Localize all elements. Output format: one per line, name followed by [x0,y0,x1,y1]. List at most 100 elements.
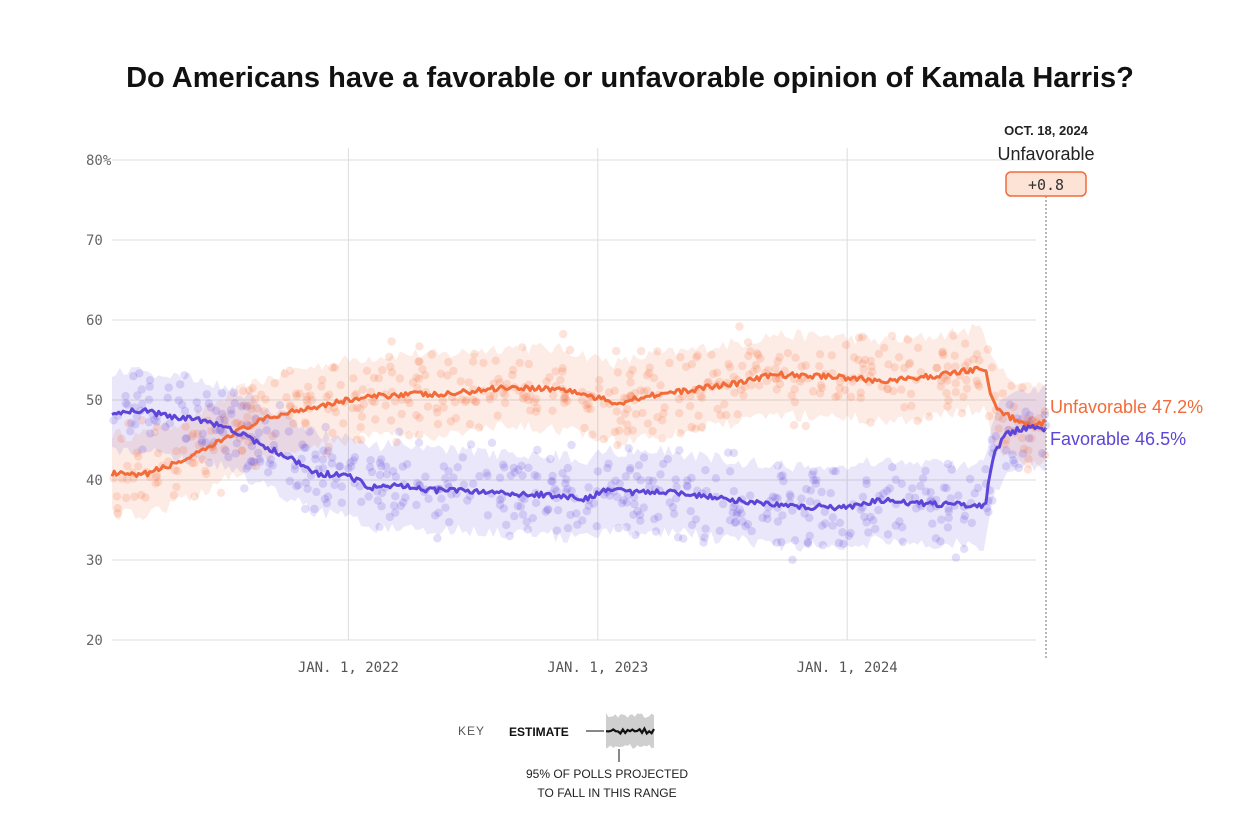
poll-dot-favorable [828,521,837,530]
poll-dot-favorable [636,475,645,485]
poll-dot-unfavorable [889,386,898,396]
poll-dot-unfavorable [801,361,810,370]
poll-dot-unfavorable [1028,416,1037,425]
poll-dot-favorable [733,508,742,517]
poll-dot-favorable [385,512,395,522]
poll-dot-unfavorable [674,395,684,404]
poll-dot-favorable [826,489,835,498]
poll-dot-favorable [433,534,442,543]
poll-dot-favorable [617,499,627,508]
poll-dot-unfavorable [716,411,725,420]
poll-dot-unfavorable [771,364,780,373]
poll-dot-unfavorable [940,373,949,383]
poll-dot-unfavorable [457,395,467,404]
poll-dot-favorable [389,501,399,510]
poll-dot-favorable [711,474,721,483]
poll-dot-favorable [592,522,601,531]
poll-dot-favorable [320,494,330,504]
poll-dot-unfavorable [371,415,380,424]
poll-dot-favorable [605,491,615,500]
poll-dot-unfavorable [193,429,202,438]
poll-dot-favorable [803,537,813,547]
poll-dot-unfavorable [468,395,477,404]
poll-dot-unfavorable [994,424,1003,433]
poll-dot-unfavorable [412,410,421,420]
poll-dot-favorable [1009,456,1018,465]
poll-dot-unfavorable [771,374,781,384]
poll-dot-unfavorable [972,350,982,359]
poll-dot-unfavorable [130,492,139,501]
poll-dot-favorable [357,497,366,507]
annotation-margin-box [1005,171,1087,197]
poll-dot-unfavorable [687,422,696,432]
poll-dot-unfavorable [270,379,279,388]
poll-dot-favorable [558,469,567,478]
y-tick-label: 80% [86,153,112,169]
poll-dot-unfavorable [913,416,922,425]
poll-dot-favorable [567,486,576,496]
poll-dot-favorable [337,498,346,507]
poll-dot-unfavorable [420,371,430,380]
poll-dot-unfavorable [231,419,240,428]
poll-dot-unfavorable [583,404,592,413]
poll-dot-favorable [458,453,467,462]
poll-dot-unfavorable [508,370,517,380]
poll-dot-favorable [844,531,854,540]
poll-dot-favorable [828,466,838,476]
poll-dot-unfavorable [1007,381,1016,390]
poll-dot-unfavorable [551,367,560,376]
poll-dot-unfavorable [752,364,762,374]
poll-dot-favorable [466,440,476,449]
poll-dot-unfavorable [198,455,207,464]
poll-dot-unfavorable [623,427,632,436]
poll-dot-favorable [651,527,661,536]
poll-dot-favorable [982,503,991,513]
poll-dot-favorable [109,416,118,425]
poll-dot-favorable [215,426,224,435]
poll-dot-favorable [621,472,630,481]
poll-dot-favorable [533,472,542,481]
poll-dot-unfavorable [519,394,528,403]
poll-dot-favorable [468,479,478,488]
poll-dot-favorable [322,499,331,508]
poll-dot-favorable [364,492,373,501]
poll-dot-unfavorable [302,395,311,405]
poll-dot-favorable [218,428,228,437]
poll-dot-favorable [725,467,735,476]
poll-dot-favorable [831,467,840,476]
poll-dot-unfavorable [386,362,395,371]
poll-dot-favorable [499,504,508,513]
poll-dot-favorable [544,505,553,514]
poll-dot-unfavorable [325,390,334,399]
poll-dot-favorable [671,475,680,484]
poll-dot-favorable [217,388,227,398]
poll-dot-unfavorable [259,407,268,416]
poll-dot-unfavorable [1019,444,1029,453]
poll-dot-favorable [505,531,514,541]
poll-dot-unfavorable [295,389,304,398]
poll-dot-favorable [509,463,518,473]
poll-dot-favorable [444,467,453,476]
poll-dot-favorable [874,505,883,515]
poll-dot-unfavorable [433,419,443,429]
poll-dot-unfavorable [676,429,685,438]
poll-dot-favorable [318,464,328,473]
poll-dot-unfavorable [801,421,810,431]
poll-dot-favorable [987,435,996,445]
poll-dot-unfavorable [694,411,703,420]
poll-dot-favorable [634,461,644,470]
poll-dot-unfavorable [170,465,179,475]
poll-dot-unfavorable [408,378,418,387]
poll-dot-favorable [375,458,385,467]
poll-dot-favorable [126,427,135,436]
poll-dot-favorable [679,534,688,543]
poll-dot-unfavorable [581,400,591,410]
poll-dot-unfavorable [318,375,327,385]
poll-dot-unfavorable [352,403,362,413]
poll-dot-favorable [244,461,253,471]
poll-dot-favorable [177,400,187,409]
poll-dot-unfavorable [491,356,500,365]
poll-dot-favorable [785,490,794,499]
poll-dot-favorable [514,465,523,474]
poll-dot-favorable [625,466,635,475]
